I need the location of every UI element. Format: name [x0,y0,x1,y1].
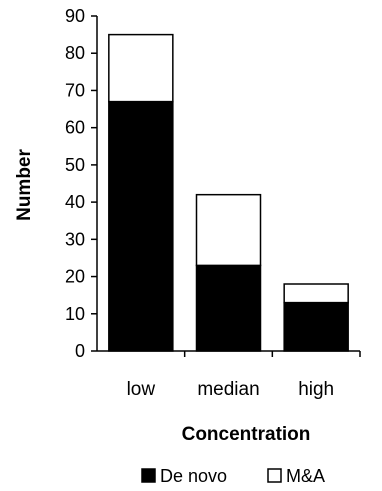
y-tick-label: 50 [65,155,85,175]
legend-swatch [267,468,282,483]
y-tick-label: 30 [65,229,85,249]
bar-high-m-and-a [283,283,349,304]
x-category-label: median [197,379,259,400]
x-axis-ticks: low median high [127,351,361,400]
bar-low-de-novo [108,100,174,352]
y-axis-ticks: 0 10 20 30 40 50 60 70 80 90 [65,6,97,361]
bar-median-de-novo [195,264,262,352]
y-axis-title: Number [14,149,35,221]
y-tick-label: 10 [65,304,85,324]
y-tick-label: 40 [65,192,85,212]
y-tick-label: 80 [65,43,85,63]
y-tick-label: 20 [65,267,85,287]
bar-median-m-and-a [195,193,262,267]
bar-low-m-and-a [108,33,174,103]
x-category-label: high [298,379,334,400]
legend-label: M&A [286,466,325,486]
legend: De novo M&A [141,466,325,486]
y-tick-label: 90 [65,6,85,26]
x-category-label: low [127,379,156,400]
x-axis-title: Concentration [182,424,311,445]
y-tick-label: 60 [65,118,85,138]
y-tick-label: 0 [75,341,85,361]
legend-label: De novo [160,466,227,486]
legend-swatch [141,468,156,483]
bars [108,33,349,352]
y-tick-label: 70 [65,80,85,100]
bar-high-de-novo [283,301,349,352]
